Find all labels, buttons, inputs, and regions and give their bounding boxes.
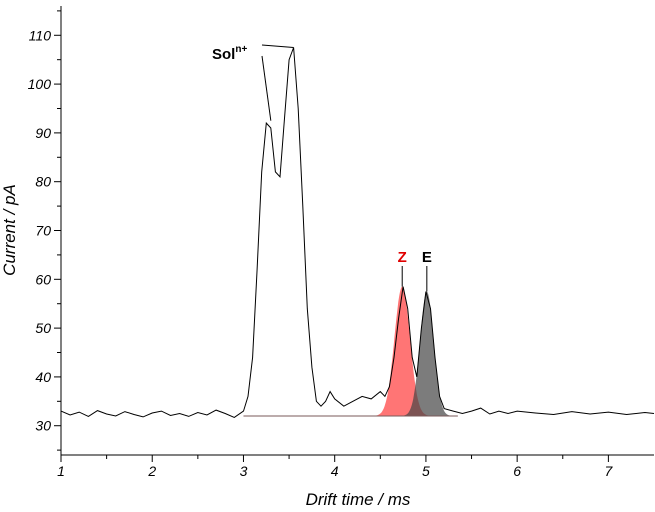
annotations: Soln+ Z E [212, 44, 432, 292]
x-axis-title: Drift time / ms [306, 490, 411, 509]
peak-fill-z [371, 286, 434, 416]
peak-label-e: E [422, 249, 432, 266]
sol-leader-line [261, 55, 272, 121]
x-tick-label: 6 [513, 463, 521, 479]
y-axis-title: Current / pA [0, 184, 19, 276]
y-tick-label: 70 [35, 223, 51, 239]
axes [60, 6, 654, 456]
x-tick-label: 5 [422, 463, 430, 479]
peak-fills [371, 286, 455, 416]
y-tick-label: 100 [28, 76, 52, 92]
sol-label: Soln+ [212, 44, 247, 63]
x-tick-label: 1 [57, 463, 65, 479]
y-tick-label: 40 [35, 369, 51, 385]
x-tick-label: 4 [331, 463, 339, 479]
peak-fill-e [399, 291, 455, 416]
y-tick-label: 60 [35, 271, 51, 287]
sol-leader-line [261, 44, 294, 48]
x-tick-label: 7 [604, 463, 613, 479]
x-tick-label: 2 [147, 463, 156, 479]
x-tick-label: 3 [240, 463, 248, 479]
y-tick-label: 80 [35, 174, 51, 190]
peak-label-z: Z [398, 249, 407, 266]
y-tick-label: 50 [35, 320, 51, 336]
series-line [60, 47, 655, 418]
y-tick-label: 90 [35, 125, 51, 141]
y-tick-label: 30 [35, 418, 51, 434]
ticks: 1 2 3 4 5 6 7 30 40 50 60 70 80 90 100 110 [28, 10, 613, 479]
sol-superscript: n+ [235, 44, 247, 55]
y-tick-label: 110 [29, 27, 52, 43]
